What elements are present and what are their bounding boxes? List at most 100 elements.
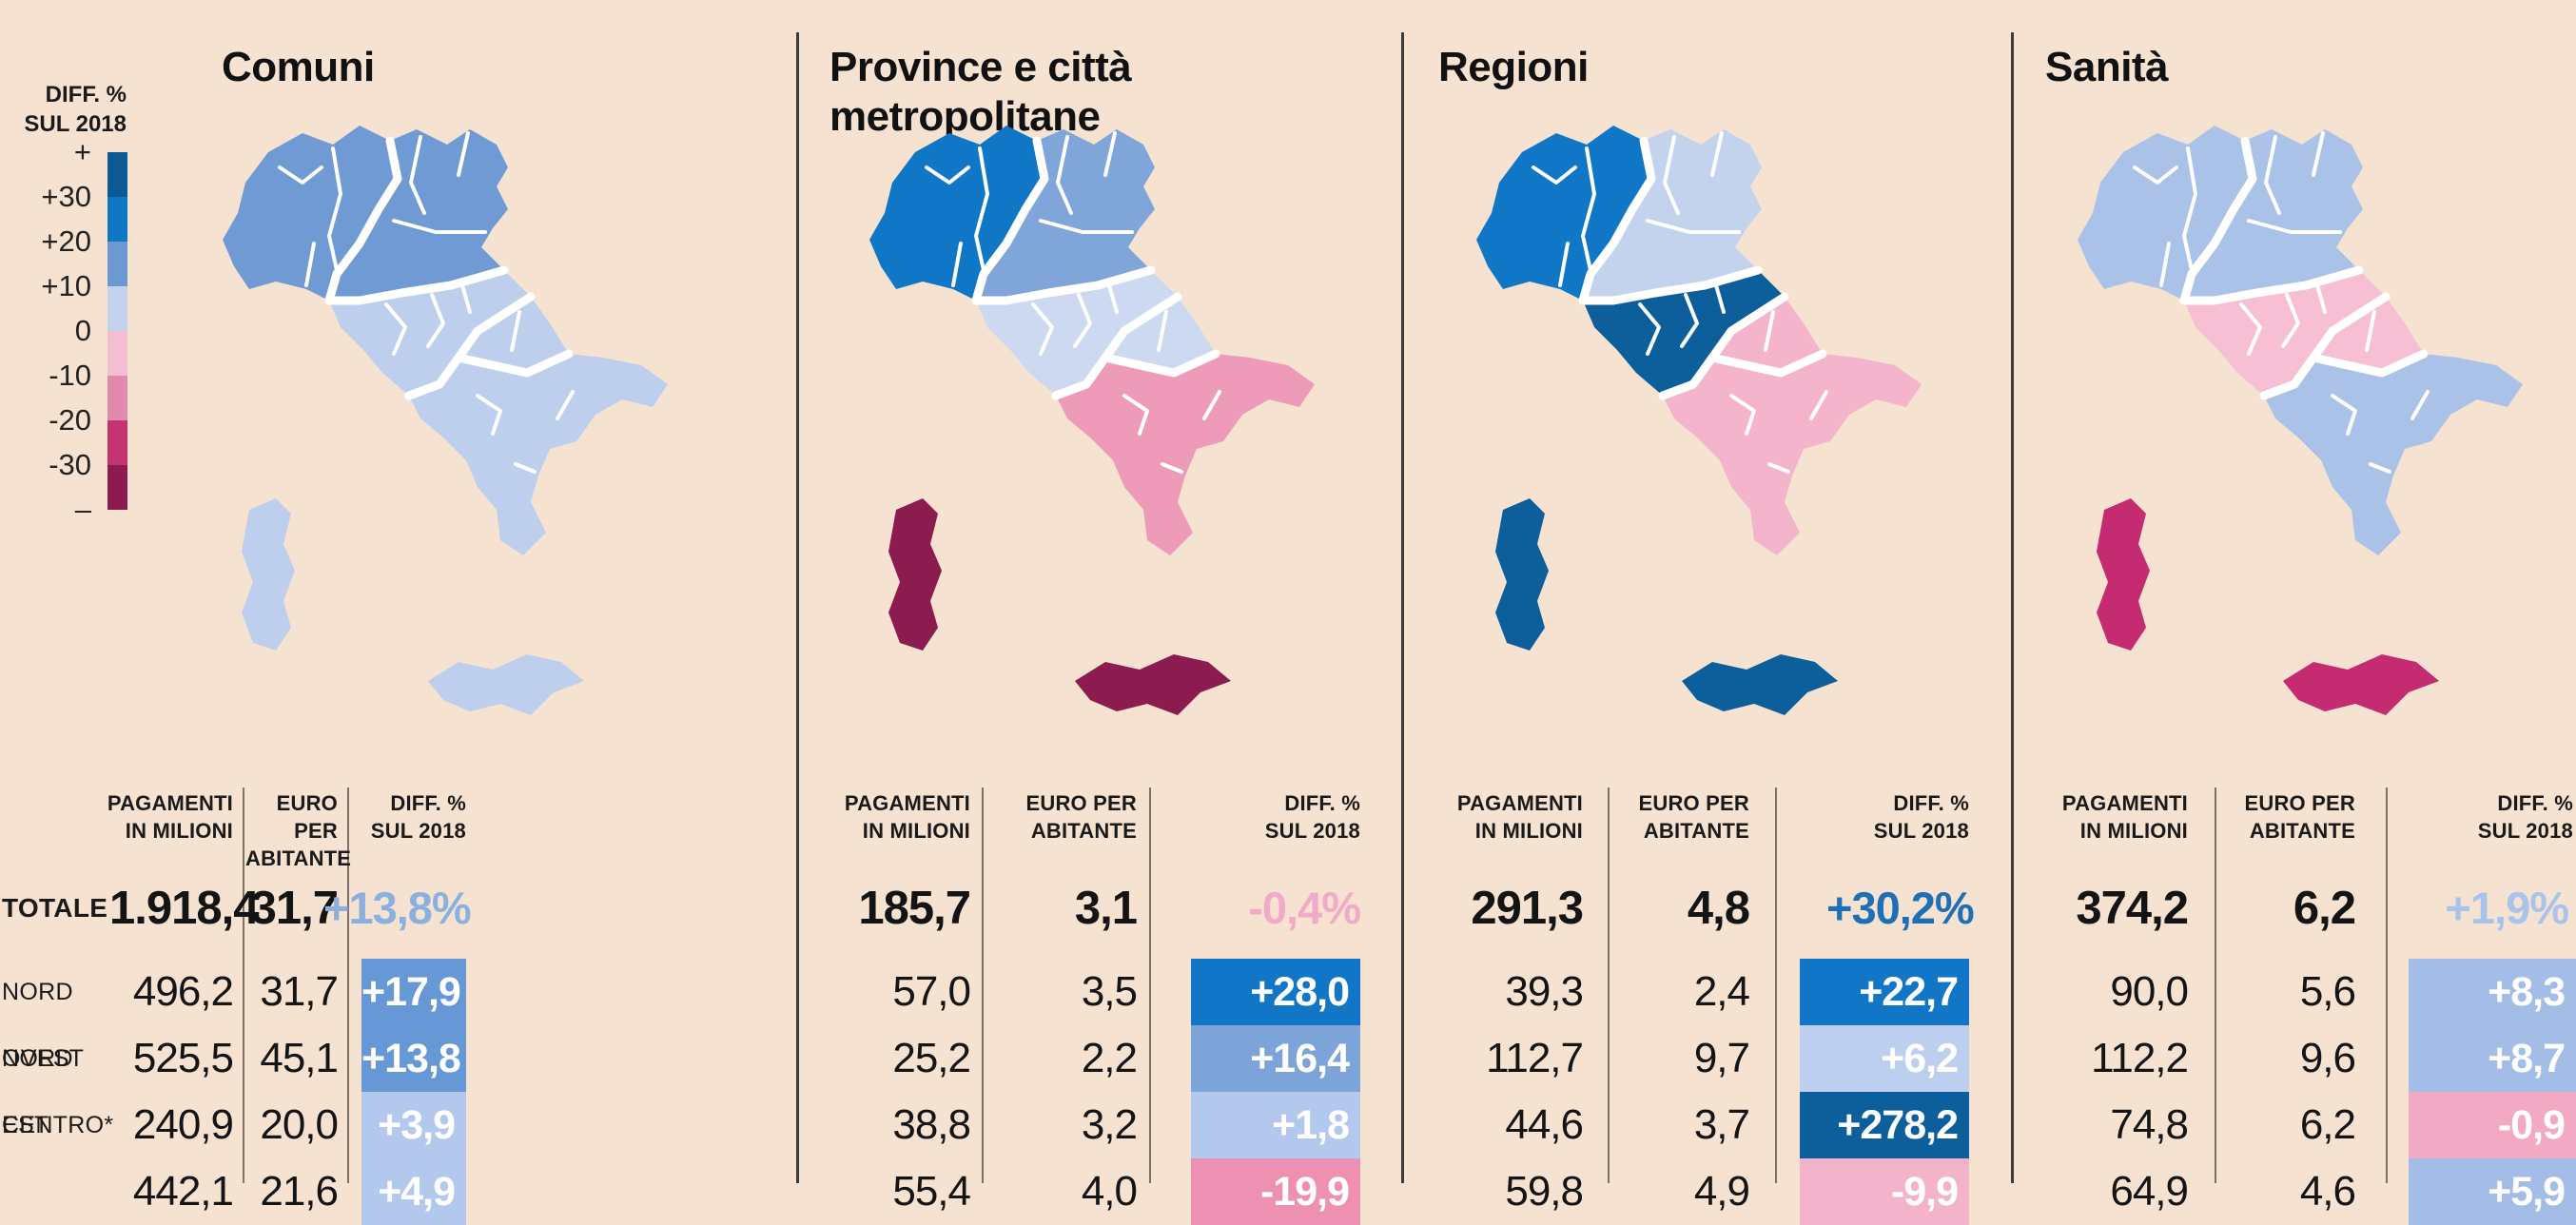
italy-map-regioni [1476,126,1922,715]
totale-diff: +30,2% [1826,883,1975,933]
header-line: PAGAMENTI [107,791,233,815]
header-line: IN MILIONI [862,819,970,843]
header-line: DIFF. % [2497,791,2573,815]
diff-chip: +3,9 [361,1092,466,1158]
header-line: ABITANTE [2249,819,2355,843]
cell-euro-clipped: 4,6 [2299,1168,2356,1215]
totale-euro: 6,2 [2293,883,2356,934]
header-line: SUL 2018 [370,819,466,843]
legend-swatch-6 [107,376,127,420]
region-nordovest [1476,126,1651,301]
region-nordest [976,129,1155,301]
col-separator [347,788,349,1183]
italy-map-sanita [2078,126,2523,715]
header-line: PAGAMENTI [2061,791,2188,815]
row-label-nord-est: NORD EST [2,1045,73,1138]
header-line: EURO PER [276,791,338,843]
cell-euro: 45,1 [260,1035,339,1081]
diff-chip-clipped: -9,9 [1800,1158,1969,1225]
region-sardegna [888,498,942,651]
cell-pagamenti: 38,8 [892,1101,971,1148]
row-label-totale: TOTALE [2,893,108,923]
row-label-nord-ovest: NORD OVEST [2,979,85,1072]
header-diff: DIFF. % SUL 2018 [2435,789,2573,845]
header-line: PAGAMENTI [1456,791,1583,815]
totale-pagamenti: 374,2 [2076,883,2189,934]
header-diff: DIFF. % SUL 2018 [1836,789,1969,845]
cell-pagamenti: 57,0 [892,968,971,1015]
region-sud [1056,354,1315,555]
header-line: DIFF. % [1893,791,1969,815]
totale-euro: 4,8 [1687,883,1750,934]
cell-pagamenti: 90,0 [2110,968,2189,1015]
header-line: EURO PER [1638,791,1749,815]
col-separator [243,788,244,1183]
cell-pagamenti: 496,2 [132,968,234,1015]
cell-pagamenti-clipped: 59,8 [1505,1168,1584,1215]
totale-pagamenti: 1.918,4 [109,883,260,934]
cell-euro: 3,5 [1081,968,1138,1015]
legend-swatch-8 [107,465,127,510]
diff-chip-clipped: +4,9 [361,1158,466,1225]
legend-tick-p20: +20 [41,224,91,258]
region-sardegna [1495,498,1549,651]
italy-map-comuni [223,126,668,715]
totale-euro: 3,1 [1074,883,1138,934]
region-centro [2184,270,2386,396]
header-line: EURO PER [1025,791,1137,815]
totale-euro: 31,7 [250,883,339,934]
col-separator [2386,788,2388,1183]
region-sardegna [242,498,295,651]
legend-tick-plus: + [73,135,91,168]
legend-tick-minus: – [74,493,91,526]
header-line: IN MILIONI [125,819,233,843]
header-euro: EURO PER ABITANTE [2222,789,2355,845]
region-nordovest [223,126,398,301]
col-separator [1149,788,1151,1183]
header-pagamenti: PAGAMENTI IN MILIONI [1416,789,1583,845]
cell-euro: 6,2 [2299,1101,2356,1148]
legend-swatch-1 [107,152,127,197]
legend-tick-0: 0 [74,314,91,347]
panel-title-regioni: Regioni [1438,43,1589,92]
diff-chip: -0,9 [2409,1092,2576,1158]
legend-tick-m30: -30 [49,448,91,481]
legend-swatch-5 [107,331,127,376]
legend-swatch-2 [107,197,127,242]
header-euro: EURO PER ABITANTE [999,789,1137,845]
header-line: SUL 2018 [1873,819,1969,843]
macro-borders [1578,136,1827,400]
col-separator [982,788,984,1183]
diff-chip: +28,0 [1191,959,1360,1025]
region-borders-thin [1532,131,1828,474]
diff-chip: +22,7 [1800,959,1969,1025]
region-sicilia [2283,654,2439,715]
region-nordest [329,129,508,301]
region-centro [976,270,1178,396]
region-sud [1663,354,1922,555]
header-euro: EURO PER ABITANTE [1617,789,1749,845]
header-diff: DIFF. % SUL 2018 [333,789,466,845]
cell-euro: 3,2 [1081,1101,1138,1148]
header-line: EURO PER [2244,791,2355,815]
title-text: Province e città [829,43,1132,90]
cell-pagamenti-clipped: 55,4 [892,1168,971,1215]
panel-title-comuni: Comuni [222,43,375,92]
panel-title-province: Province e città metropolitane [829,43,1132,142]
header-line: ABITANTE [1643,819,1749,843]
panel-divider-2 [1401,32,1404,1183]
totale-diff: +1,9% [2445,883,2569,933]
macro-borders [324,136,574,400]
region-borders-thin [925,131,1221,474]
legend-tick-p10: +10 [41,269,91,302]
col-separator [1608,788,1610,1183]
cell-euro-clipped: 4,0 [1081,1168,1138,1215]
region-centro [1583,270,1785,396]
cell-euro: 31,7 [260,968,339,1015]
cell-pagamenti: 525,5 [132,1035,234,1081]
diff-chip: +278,2 [1800,1092,1969,1158]
region-nordest [2184,129,2363,301]
cell-pagamenti-clipped: 64,9 [2110,1168,2189,1215]
cell-pagamenti: 44,6 [1505,1101,1584,1148]
header-line: SUL 2018 [1264,819,1360,843]
